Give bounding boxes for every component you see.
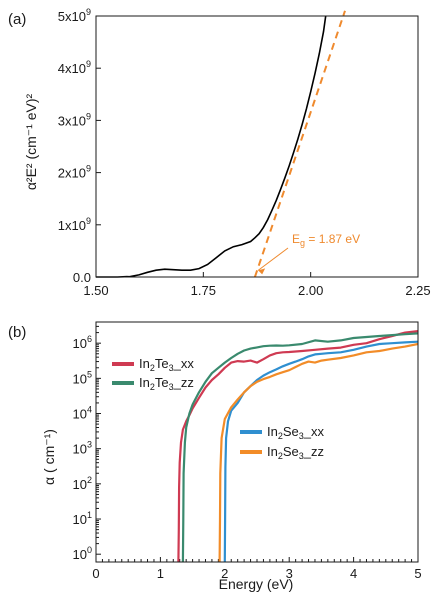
a-x-tick-label: 1.75 — [191, 283, 216, 298]
b-series-In2Se3_xx — [223, 340, 418, 562]
b-series-In2Se3_zz — [218, 342, 418, 562]
b-x-tick-label: 3 — [286, 566, 293, 581]
a-y-tick-label: 2x109 — [58, 164, 91, 181]
legend-label: In2Te3_xx — [139, 356, 194, 373]
b-y-tick-label: 103 — [73, 440, 92, 457]
panel-b-lines — [177, 330, 418, 562]
b-x-tick-label: 0 — [92, 566, 99, 581]
panel-a-lines — [96, 10, 346, 278]
b-series-In2Te3_zz — [181, 332, 418, 562]
a-x-tick-label: 2.00 — [298, 283, 323, 298]
legend-label: In2Se3_xx — [267, 424, 325, 441]
panel-b-frame — [95, 321, 419, 563]
panel-a-frame — [95, 15, 419, 278]
a-y-tick-label: 0.0 — [73, 270, 91, 285]
b-y-tick-label: 105 — [73, 369, 92, 386]
panel-b-label: (b) — [8, 324, 26, 341]
b-x-tick-label: 5 — [414, 566, 421, 581]
b-x-tick-label: 1 — [157, 566, 164, 581]
panel-b-x-axis-title: Energy (eV) — [219, 576, 294, 592]
a-y-tick-label: 1x109 — [58, 216, 91, 233]
b-y-tick-label: 100 — [73, 545, 92, 562]
legend-label: In2Te3_zz — [139, 375, 194, 392]
panel-b-y-axis-title: α ( cm⁻¹) — [41, 429, 57, 485]
eg-arrowhead — [258, 268, 266, 275]
b-y-tick-label: 104 — [73, 405, 92, 422]
eg-arrow — [257, 247, 289, 271]
a-y-tick-label: 3x109 — [58, 111, 91, 128]
b-y-tick-label: 102 — [73, 475, 92, 492]
panel-a-y-axis-title: α²E² (cm⁻¹ eV)² — [23, 93, 39, 190]
a-x-tick-label: 2.25 — [405, 283, 430, 298]
panel-b-legend: In2Te3_xx In2Te3_zz In2Se3_xx In2Se3_zz — [112, 356, 325, 461]
a-y-tick-label: 4x109 — [58, 59, 91, 76]
eg-annotation: Eg = 1.87 eV — [292, 232, 360, 248]
a-y-tick-label: 5x109 — [58, 7, 91, 24]
panel-a: (a) α²E² (cm⁻¹ eV)² 1.50 1.75 2.00 2.250.01… — [8, 7, 431, 298]
b-series-In2Te3_xx — [177, 330, 418, 562]
b-y-tick-label: 106 — [73, 334, 92, 351]
b-x-tick-label: 2 — [221, 566, 228, 581]
b-y-tick-label: 101 — [73, 510, 92, 527]
a-data-line — [96, 15, 327, 278]
legend-label: In2Se3_zz — [267, 444, 324, 461]
b-x-tick-label: 4 — [350, 566, 357, 581]
panel-a-label: (a) — [8, 11, 26, 28]
panel-b: (b) α ( cm⁻¹) Energy (eV) 0 1 2 3 4 5 100 101 10… — [8, 321, 422, 592]
a-fit-line — [253, 10, 346, 278]
a-x-tick-label: 1.50 — [83, 283, 108, 298]
panel-a-ticks: 1.50 1.75 2.00 2.25 0.0 1x109 2x109 3x109 4x109 5… — [58, 7, 431, 298]
panel-a-annotation: Eg = 1.87 eV — [257, 232, 360, 275]
